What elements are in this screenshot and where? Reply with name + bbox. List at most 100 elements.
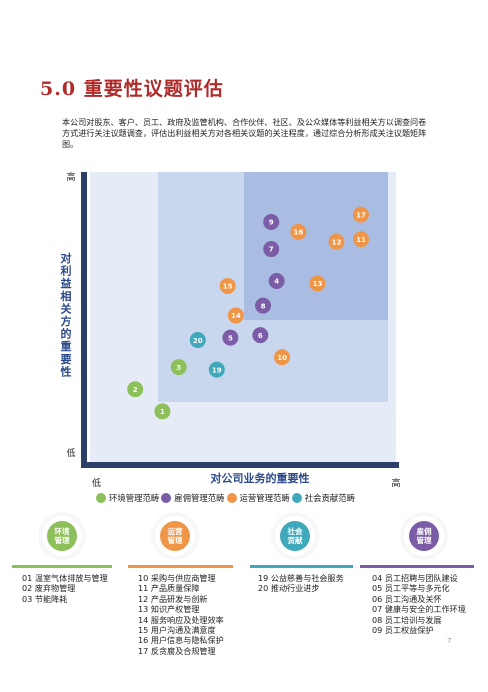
category-badge-line: 管理 bbox=[416, 536, 432, 545]
y-axis-bar bbox=[81, 172, 87, 462]
y-axis-low-label: 低 bbox=[66, 447, 75, 459]
category-divider bbox=[250, 565, 353, 568]
x-axis-high-label: 高 bbox=[391, 477, 400, 489]
list-item: 10 采购与供应商管理 bbox=[138, 573, 216, 583]
y-axis-title-char: 利 bbox=[61, 264, 72, 278]
data-point: 20 bbox=[189, 332, 206, 349]
list-item: 15 用户沟通及满意度 bbox=[138, 625, 216, 636]
y-axis-title-char: 对 bbox=[61, 251, 72, 265]
category-topic-list: 10 采购与供应商管理 11 产品质量保障 12 产品研发与创新 13 知识产权管理 1… bbox=[138, 573, 224, 656]
list-item: 16 用户信息与隐私保护 bbox=[138, 635, 224, 646]
list-item: 14 服务响应及处理效率 bbox=[138, 614, 224, 625]
list-item: 13 知识产权管理 bbox=[138, 604, 200, 615]
legend-dot-icon bbox=[96, 493, 106, 503]
category-badge-line: 环境 bbox=[54, 527, 70, 536]
data-point-label: 5 bbox=[228, 334, 233, 342]
legend-item: 运营管理范畴 bbox=[226, 492, 290, 504]
data-point-marker bbox=[208, 361, 225, 378]
data-point-label: 2 bbox=[133, 386, 138, 394]
data-point-marker bbox=[352, 206, 369, 223]
list-item: 20 推动行业进步 bbox=[258, 583, 320, 594]
data-point-label: 17 bbox=[356, 211, 366, 219]
data-point-label: 10 bbox=[277, 354, 287, 362]
data-point-marker bbox=[227, 307, 244, 324]
data-point: 6 bbox=[252, 327, 269, 344]
list-item: 01 温室气体排放与管理 bbox=[22, 573, 108, 583]
y-axis-title-char: 益 bbox=[61, 276, 72, 290]
data-point-label: 11 bbox=[356, 236, 366, 244]
category-badge: 环境 管理 bbox=[42, 516, 82, 556]
data-point: 7 bbox=[263, 241, 280, 258]
data-point-marker bbox=[255, 297, 272, 314]
data-point-label: 15 bbox=[223, 283, 233, 291]
y-axis-title-char: 关 bbox=[61, 301, 72, 315]
data-point-label: 3 bbox=[176, 364, 181, 372]
category-badge-line: 雇佣 bbox=[416, 527, 432, 536]
data-point-label: 7 bbox=[269, 246, 274, 254]
data-point: 9 bbox=[263, 213, 280, 230]
data-point: 16 bbox=[290, 223, 307, 240]
intro-paragraph: 本公司对股东、客户、员工、政府及监管机构、合作伙伴、社区、及公众媒体等利益相关方… bbox=[62, 117, 427, 149]
list-item: 11 产品质量保障 bbox=[138, 583, 200, 594]
legend-dot-icon bbox=[161, 493, 172, 503]
data-point-marker bbox=[352, 231, 369, 248]
category-badge-label: 运营 管理 bbox=[160, 521, 190, 551]
data-point-marker bbox=[154, 403, 171, 420]
data-point-marker bbox=[222, 329, 239, 346]
data-point-marker bbox=[328, 233, 345, 250]
category-topic-list: 19 公益慈善与社会服务 20 推动行业进步 bbox=[258, 573, 344, 594]
list-item: 02 废弃物管理 bbox=[22, 583, 76, 594]
data-point-label: 12 bbox=[332, 238, 342, 246]
list-item: 17 反贪腐及合规管理 bbox=[138, 645, 216, 656]
category-divider bbox=[360, 565, 474, 568]
x-axis-bar bbox=[81, 462, 399, 468]
category-badge: 雇佣 管理 bbox=[404, 516, 444, 556]
data-point-label: 16 bbox=[294, 229, 304, 237]
legend-label: 社会贡献范畴 bbox=[304, 493, 355, 503]
data-point: 19 bbox=[208, 361, 225, 378]
legend-item: 社会贡献范畴 bbox=[291, 492, 355, 504]
data-point-marker bbox=[170, 359, 187, 376]
page-title: 5.0 重要性议题评估 bbox=[40, 78, 224, 100]
category-badge-label: 环境 管理 bbox=[47, 521, 77, 551]
data-point: 3 bbox=[170, 359, 187, 376]
data-point-label: 8 bbox=[261, 302, 266, 310]
category-badge-label: 雇佣 管理 bbox=[409, 521, 439, 551]
legend-item: 环境管理范畴 bbox=[96, 492, 159, 504]
list-item: 04 员工招聘与团队建设 bbox=[372, 573, 458, 583]
list-item: 06 员工沟通及关怀 bbox=[372, 593, 442, 604]
category-topic-list: 01 温室气体排放与管理 02 废弃物管理 03 节能降耗 bbox=[22, 573, 108, 604]
category-divider bbox=[12, 565, 112, 568]
data-point-marker bbox=[127, 381, 144, 398]
category-topic-list: 04 员工招聘与团队建设 05 员工平等与多元化 06 员工沟通及关怀 07 健康与安… bbox=[372, 573, 466, 635]
data-point-marker bbox=[263, 213, 280, 230]
list-item: 12 产品研发与创新 bbox=[138, 593, 208, 604]
data-point-marker bbox=[309, 275, 326, 292]
data-point-label: 14 bbox=[231, 312, 241, 320]
data-point-marker bbox=[219, 277, 236, 294]
data-point: 8 bbox=[255, 297, 272, 314]
legend-dot-icon bbox=[291, 493, 302, 503]
list-item: 07 健康与安全的工作环境 bbox=[372, 604, 466, 615]
category-divider bbox=[128, 565, 233, 568]
data-point-label: 6 bbox=[258, 332, 263, 340]
data-point: 1 bbox=[154, 403, 171, 420]
data-point: 13 bbox=[309, 275, 326, 292]
data-point-marker bbox=[252, 327, 269, 344]
x-axis-low-label: 低 bbox=[92, 477, 101, 489]
data-point-label: 4 bbox=[274, 278, 279, 286]
data-point-label: 13 bbox=[313, 280, 323, 288]
legend-label: 运营管理范畴 bbox=[239, 493, 290, 503]
category-badge-line: 社会 bbox=[287, 527, 303, 536]
data-point: 11 bbox=[352, 231, 369, 248]
data-point: 17 bbox=[352, 206, 369, 223]
y-axis-high-label: 高 bbox=[66, 171, 75, 183]
data-point-marker bbox=[274, 349, 291, 366]
x-axis-title: 对公司业务的重要性 bbox=[211, 471, 310, 485]
legend-label: 雇佣管理范畴 bbox=[174, 493, 225, 503]
legend-label: 环境管理范畴 bbox=[109, 493, 160, 503]
category-badge-line: 运营 bbox=[167, 527, 183, 536]
data-point: 2 bbox=[127, 381, 144, 398]
